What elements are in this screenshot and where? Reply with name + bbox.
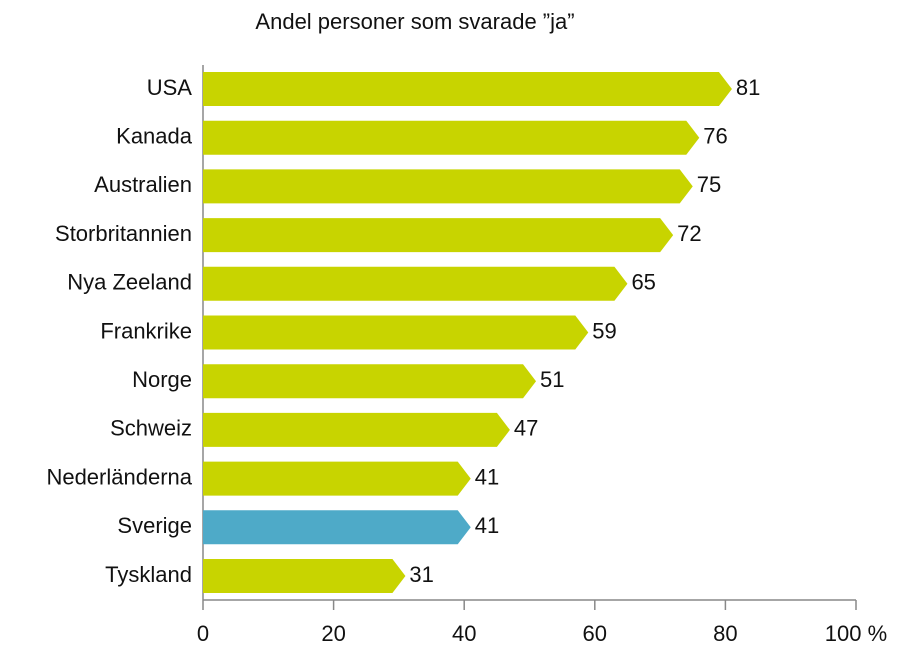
y-tick-label: Schweiz (110, 416, 192, 441)
bar (203, 169, 693, 204)
value-label: 81 (736, 75, 760, 100)
x-tick-label: 100 % (825, 621, 887, 646)
x-tick-label: 80 (713, 621, 737, 646)
bar (203, 412, 510, 447)
y-tick-label: Frankrike (100, 318, 192, 343)
bar (203, 559, 406, 593)
value-label: 47 (514, 416, 538, 441)
bar (203, 315, 589, 350)
y-tick-label: Storbritannien (55, 221, 192, 246)
value-label: 59 (592, 318, 616, 343)
x-tick-label: 60 (583, 621, 607, 646)
value-label: 75 (697, 172, 721, 197)
value-label: 65 (631, 270, 655, 295)
y-tick-label: Nya Zeeland (67, 270, 192, 295)
value-label: 41 (475, 513, 499, 538)
bar (203, 72, 732, 106)
value-label: 31 (409, 562, 433, 587)
bar (203, 120, 700, 155)
y-tick-label: Sverige (117, 513, 192, 538)
value-label: 76 (703, 124, 727, 149)
y-tick-label: Nederländerna (46, 464, 192, 489)
value-label: 72 (677, 221, 701, 246)
x-tick-label: 0 (197, 621, 209, 646)
y-tick-label: Tyskland (105, 562, 192, 587)
value-label: 41 (475, 464, 499, 489)
y-tick-label: Norge (132, 367, 192, 392)
y-tick-label: Australien (94, 172, 192, 197)
value-label: 51 (540, 367, 564, 392)
bar (203, 218, 674, 253)
chart-title: Andel personer som svarade ”ja” (255, 9, 574, 34)
y-tick-label: Kanada (116, 124, 193, 149)
x-tick-label: 20 (321, 621, 345, 646)
bar (203, 266, 628, 301)
bar (203, 461, 471, 496)
bar (203, 510, 471, 545)
y-tick-label: USA (147, 75, 193, 100)
bar (203, 364, 537, 399)
x-tick-label: 40 (452, 621, 476, 646)
